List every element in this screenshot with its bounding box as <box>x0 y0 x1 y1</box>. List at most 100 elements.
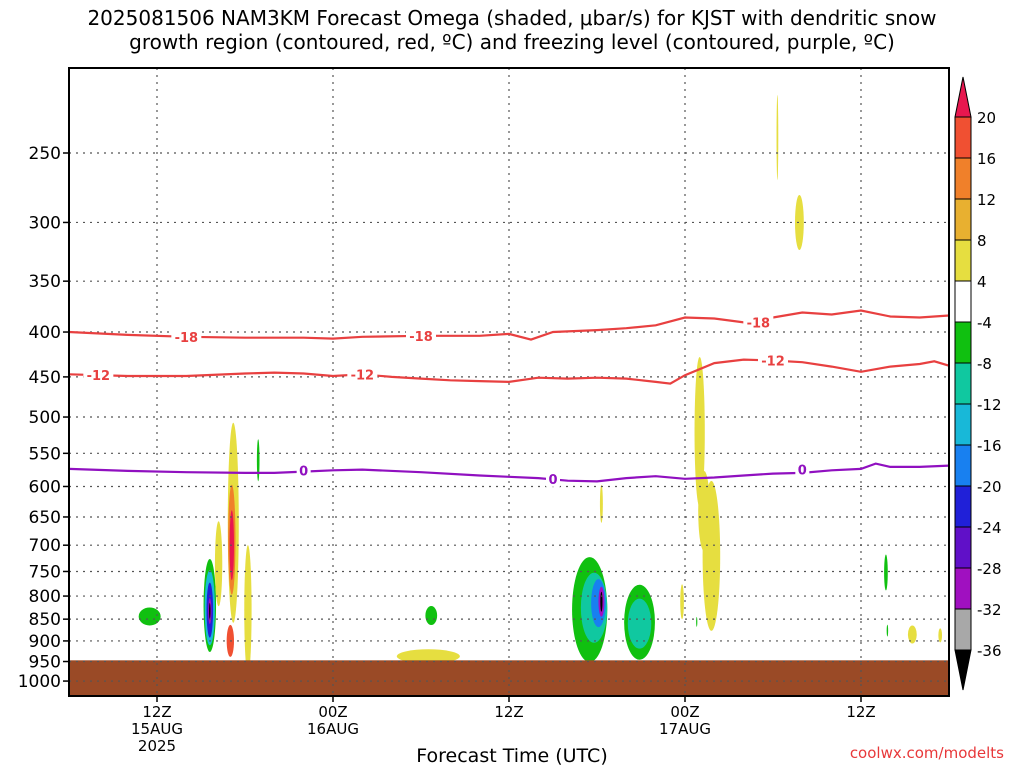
title-line-2: growth region (contoured, red, ºC) and f… <box>129 30 895 54</box>
omega-region <box>795 194 804 250</box>
y-tick-label: 300 <box>29 213 61 233</box>
contour-line <box>68 358 950 385</box>
colorbar-label: 16 <box>977 150 996 168</box>
omega-region <box>886 624 889 637</box>
credit-text: coolwx.com/modelts <box>849 744 1004 762</box>
contour-label: -12 <box>87 369 111 384</box>
omega-region <box>396 649 460 664</box>
contour-label: 0 <box>299 464 308 479</box>
colorbar: 20 16 12 8 4 -4 -8 -12 -16 -20 -24 -28 -32 -36 <box>954 76 1002 691</box>
colorbar-top-triangle <box>954 76 972 118</box>
y-tick-label: 900 <box>29 632 61 652</box>
omega-region <box>627 598 652 649</box>
contour-label-bg <box>296 462 311 479</box>
contours: -18 -18 -18 -12 -12 -12 0 0 0 <box>68 309 950 488</box>
chart-title: 2025081506 NAM3KM Forecast Omega (shaded… <box>0 6 1024 54</box>
colorbar-swatch <box>954 198 972 241</box>
y-tick-label: 600 <box>29 477 61 497</box>
contour-label-bg <box>758 352 788 369</box>
colorbar-swatch <box>954 116 972 159</box>
contour-label-bg <box>347 366 378 383</box>
x-axis-title: Forecast Time (UTC) <box>416 745 608 767</box>
y-tick-label: 550 <box>29 444 61 464</box>
omega-region <box>600 591 603 612</box>
y-tick-label: 1000 <box>18 672 61 692</box>
omega-region <box>244 545 252 676</box>
contour-label: -18 <box>747 316 771 331</box>
contour-label-bg <box>171 328 202 345</box>
contour-label: -18 <box>175 331 199 346</box>
colorbar-label: -24 <box>977 519 1002 537</box>
y-tick-label: 950 <box>29 653 61 673</box>
colorbar-label: -16 <box>977 437 1002 455</box>
x-tick-label: 00Z <box>318 703 347 721</box>
y-axis-tick-labels: 2503003504004505005506006507007508008509… <box>18 144 69 692</box>
x-tick-label: 12Z <box>142 703 171 721</box>
colorbar-swatch <box>954 321 972 364</box>
colorbar-bottom-triangle <box>954 649 972 691</box>
colorbar-label: -36 <box>977 642 1002 660</box>
colorbar-label: -4 <box>977 314 992 332</box>
colorbar-swatch <box>954 157 972 200</box>
colorbar-label: 4 <box>977 273 987 291</box>
contour-label: -12 <box>761 354 785 369</box>
colorbar-label: -12 <box>977 396 1002 414</box>
omega-region <box>694 356 705 507</box>
x-tick-label: 12Z <box>494 703 523 721</box>
contour-line <box>68 462 950 483</box>
colorbar-swatch <box>954 280 972 323</box>
contour-label: 0 <box>548 473 557 488</box>
omega-region <box>698 471 710 552</box>
omega-shading <box>138 94 943 676</box>
omega-region <box>138 607 161 626</box>
y-tick-label: 350 <box>29 272 61 292</box>
y-tick-label: 250 <box>29 144 61 164</box>
colorbar-swatch <box>954 567 972 610</box>
contour-label: 0 <box>798 464 807 479</box>
colorbar-swatch <box>954 239 972 282</box>
omega-region <box>256 439 260 482</box>
omega-region <box>214 521 223 607</box>
contour-label-bg <box>795 461 810 478</box>
contour-label: -18 <box>409 330 433 345</box>
y-tick-label: 700 <box>29 536 61 556</box>
x-tick-label: 00Z <box>670 703 699 721</box>
colorbar-swatch <box>954 526 972 569</box>
contour-label: -12 <box>351 368 375 383</box>
omega-region <box>599 484 603 523</box>
contour-label-bg <box>546 470 560 487</box>
colorbar-label: -28 <box>977 560 1002 578</box>
x-tick-label: 16AUG <box>307 720 359 738</box>
contour-line <box>68 309 950 341</box>
y-tick-label: 850 <box>29 610 61 630</box>
omega-region <box>776 94 779 180</box>
omega-region <box>884 554 888 591</box>
colorbar-swatch <box>954 362 972 405</box>
contour-label-bg <box>83 367 114 384</box>
colorbar-label: 20 <box>977 109 996 127</box>
omega-region <box>907 625 917 644</box>
y-tick-label: 800 <box>29 587 61 607</box>
colorbar-label: -20 <box>977 478 1002 496</box>
omega-region <box>425 606 438 626</box>
omega-region <box>938 628 943 643</box>
colorbar-label: 12 <box>977 191 996 209</box>
colorbar-label: 8 <box>977 232 987 250</box>
omega-region <box>696 616 698 627</box>
x-tick-label: 2025 <box>138 737 176 755</box>
colorbar-label: -8 <box>977 355 992 373</box>
colorbar-swatch <box>954 485 972 528</box>
y-tick-label: 400 <box>29 323 61 343</box>
omega-region <box>680 584 684 620</box>
contour-label-bg <box>743 314 774 331</box>
x-tick-label: 15AUG <box>131 720 183 738</box>
colorbar-swatch <box>954 608 972 651</box>
title-line-1: 2025081506 NAM3KM Forecast Omega (shaded… <box>87 6 937 30</box>
y-tick-label: 500 <box>29 408 61 428</box>
contour-label-bg <box>406 327 436 344</box>
y-tick-label: 450 <box>29 368 61 388</box>
colorbar-swatch <box>954 403 972 446</box>
y-tick-label: 650 <box>29 508 61 528</box>
